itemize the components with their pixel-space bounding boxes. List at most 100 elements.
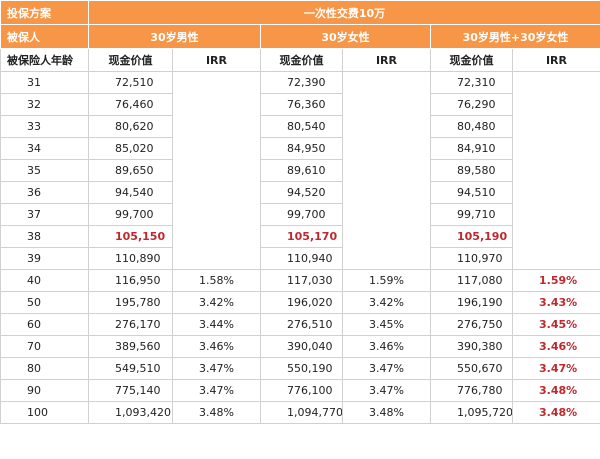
cash-value: 1,095,720 [430,401,513,424]
data-row: 60 276,170 3.44% 276,510 3.45% 276,750 3.45% [0,313,600,336]
cash-value: 116,950 [88,269,173,292]
irr: 3.47% [342,357,431,380]
cash-value: 390,040 [260,335,343,358]
cash-value: 550,670 [430,357,513,380]
age: 90 [0,379,89,402]
cash-label: 现金价值 [88,48,173,72]
cash-value: 99,700 [88,203,173,226]
cash-value: 105,150 [88,225,173,248]
data-row: 37 99,700 99,700 99,710 [0,203,600,226]
data-row: 35 89,650 89,610 89,580 [0,159,600,182]
irr: 3.47% [512,357,600,380]
cash-value: 110,940 [260,247,343,270]
cash-value: 110,970 [430,247,513,270]
table-body: 投保方案 一次性交费10万 被保人 30岁男性 30岁女性 30岁男性+30岁女… [0,0,600,424]
cash-value: 110,890 [88,247,173,270]
cash-value: 80,480 [430,115,513,138]
age: 50 [0,291,89,314]
cash-value: 76,290 [430,93,513,116]
irr: 3.47% [172,379,261,402]
cash-value: 776,100 [260,379,343,402]
insured-row: 被保人 30岁男性 30岁女性 30岁男性+30岁女性 [0,24,600,49]
age: 35 [0,159,89,182]
irr: 1.58% [172,269,261,292]
cash-value: 72,390 [260,71,343,94]
cash-value: 1,093,420 [88,401,173,424]
irr: 3.48% [172,401,261,424]
cash-value: 99,700 [260,203,343,226]
plan: 一次性交费10万 [88,0,600,25]
irr: 3.46% [342,335,431,358]
cash-value: 85,020 [88,137,173,160]
cash-value: 89,580 [430,159,513,182]
age: 38 [0,225,89,248]
cash-value: 80,540 [260,115,343,138]
age: 39 [0,247,89,270]
cash-value: 105,190 [430,225,513,248]
age: 70 [0,335,89,358]
cash-value: 80,620 [88,115,173,138]
irr-label: IRR [342,48,431,72]
group: 30岁女性 [260,24,431,49]
irr: 1.59% [342,269,431,292]
irr: 3.47% [172,357,261,380]
cash-value: 195,780 [88,291,173,314]
age: 100 [0,401,89,424]
cash-label: 现金价值 [430,48,513,72]
age: 37 [0,203,89,226]
cash-value: 76,360 [260,93,343,116]
age: 34 [0,137,89,160]
irr-label: IRR [172,48,261,72]
cash-label: 现金价值 [260,48,343,72]
data-row: 33 80,620 80,540 80,480 [0,115,600,138]
cash-value: 775,140 [88,379,173,402]
irr-label: IRR [512,48,600,72]
irr-empty [172,71,261,270]
data-row: 40 116,950 1.58% 117,030 1.59% 117,080 1.59% [0,269,600,292]
group: 30岁男性+30岁女性 [430,24,600,49]
irr: 3.42% [342,291,431,314]
cash-value: 94,510 [430,181,513,204]
age-label: 被保险人年龄 [0,48,89,72]
age: 40 [0,269,89,292]
age: 33 [0,115,89,138]
data-row: 50 195,780 3.42% 196,020 3.42% 196,190 3.43% [0,291,600,314]
age: 60 [0,313,89,336]
plan-label: 投保方案 [0,0,89,25]
data-row: 34 85,020 84,950 84,910 [0,137,600,160]
cash-value: 89,610 [260,159,343,182]
age: 32 [0,93,89,116]
cash-value: 549,510 [88,357,173,380]
cash-value: 84,950 [260,137,343,160]
cash-value: 76,460 [88,93,173,116]
cash-value: 84,910 [430,137,513,160]
irr-empty [512,71,600,270]
plan-row: 投保方案 一次性交费10万 [0,0,600,25]
cash-value: 196,190 [430,291,513,314]
data-row: 80 549,510 3.47% 550,190 3.47% 550,670 3.47% [0,357,600,380]
data-row: 100 1,093,420 3.48% 1,094,770 3.48% 1,095,720… [0,401,600,424]
cash-value: 550,190 [260,357,343,380]
cash-value: 117,030 [260,269,343,292]
cash-value: 390,380 [430,335,513,358]
cash-value: 276,510 [260,313,343,336]
column-header-row: 被保险人年龄 现金价值 IRR 现金价值 IRR 现金价值 IRR [0,48,600,72]
data-row: 31 72,510 72,390 72,310 [0,71,600,270]
irr: 3.48% [512,379,600,402]
irr: 3.45% [342,313,431,336]
irr: 3.46% [172,335,261,358]
cash-value: 389,560 [88,335,173,358]
cash-value: 99,710 [430,203,513,226]
cash-value: 72,310 [430,71,513,94]
plan-table: 投保方案 一次性交费10万 被保人 30岁男性 30岁女性 30岁男性+30岁女… [0,0,600,424]
age: 36 [0,181,89,204]
cash-value: 94,540 [88,181,173,204]
irr: 1.59% [512,269,600,292]
cash-value: 105,170 [260,225,343,248]
irr: 3.44% [172,313,261,336]
data-row: 36 94,540 94,520 94,510 [0,181,600,204]
cash-value: 94,520 [260,181,343,204]
data-row: 39 110,890 110,940 110,970 [0,247,600,270]
data-row: 70 389,560 3.46% 390,040 3.46% 390,380 3.46% [0,335,600,358]
